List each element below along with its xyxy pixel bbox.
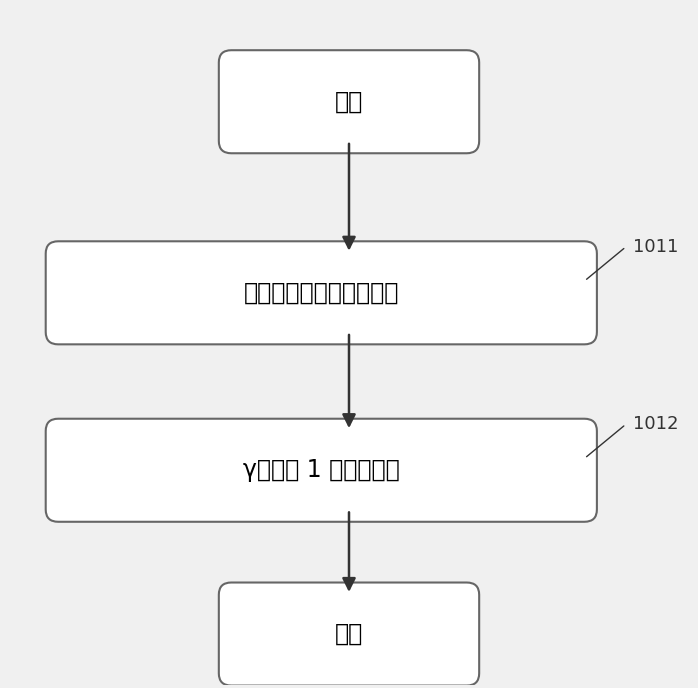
FancyBboxPatch shape [45, 419, 597, 522]
Text: 1012: 1012 [633, 415, 678, 433]
FancyBboxPatch shape [218, 583, 480, 685]
Text: 开始: 开始 [335, 89, 363, 114]
Text: 1011: 1011 [633, 238, 678, 256]
FancyBboxPatch shape [218, 50, 480, 153]
Text: 中値滤波，去除椒盐噪声: 中値滤波，去除椒盐噪声 [244, 281, 399, 305]
Text: 结束: 结束 [335, 622, 363, 646]
Text: γ値小于 1 的伽马变换: γ値小于 1 的伽马变换 [243, 458, 400, 482]
FancyBboxPatch shape [45, 241, 597, 344]
